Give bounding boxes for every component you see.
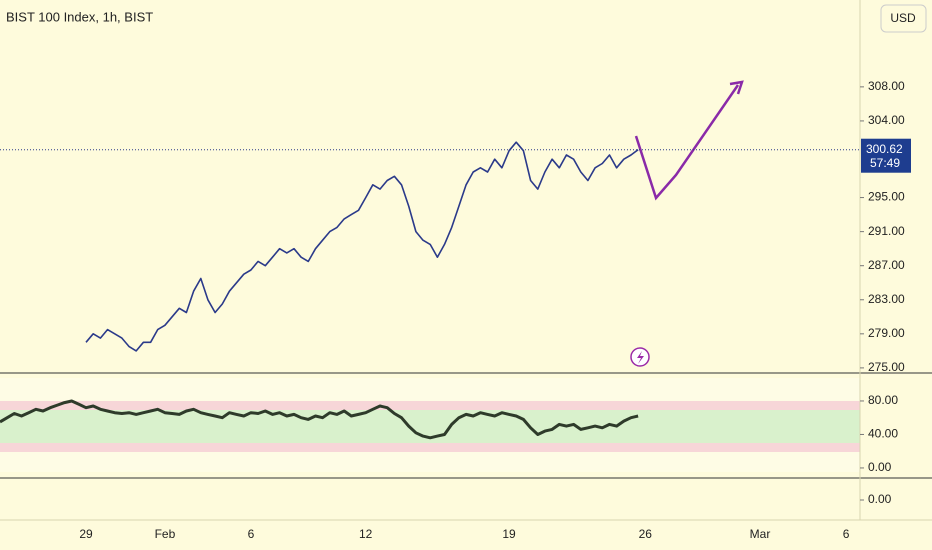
x-tick-label: Feb [155, 527, 176, 541]
series-line [0, 399, 639, 440]
y-tick-label: 308.00 [868, 79, 905, 93]
y-tick-label: 304.00 [868, 113, 905, 127]
last-price-label: 300.62 [866, 142, 903, 156]
oversold-band [0, 443, 860, 452]
projection-arrow [634, 84, 740, 201]
arrow-head [729, 80, 744, 95]
x-tick-label: 6 [843, 527, 850, 541]
countdown-label: 57:49 [870, 156, 900, 170]
x-tick-label: 29 [79, 527, 93, 541]
y-tick-label: 283.00 [868, 292, 905, 306]
currency-button[interactable] [880, 4, 927, 33]
currency-label: USD [890, 11, 916, 25]
chart-title: BIST 100 Index, 1h, BIST [6, 9, 153, 24]
overbought-band [0, 401, 860, 410]
last-price-box [861, 138, 911, 173]
y-tick-label: 80.00 [868, 393, 898, 407]
series-line [85, 141, 639, 352]
y-tick-label: 295.00 [868, 190, 905, 204]
y-tick-label: 0.00 [868, 492, 892, 506]
alert-bolt [637, 351, 644, 364]
y-tick-label: 287.00 [868, 258, 905, 272]
y-tick-label: 0.00 [868, 460, 892, 474]
x-tick-label: Mar [750, 527, 771, 541]
x-tick-label: 12 [359, 527, 373, 541]
x-tick-label: 6 [248, 527, 255, 541]
y-tick-label: 291.00 [868, 224, 905, 238]
x-tick-label: 26 [639, 527, 653, 541]
y-tick-label: 279.00 [868, 326, 905, 340]
x-tick-label: 19 [502, 527, 516, 541]
y-tick-label: 40.00 [868, 427, 898, 441]
y-tick-label: 275.00 [868, 360, 905, 374]
